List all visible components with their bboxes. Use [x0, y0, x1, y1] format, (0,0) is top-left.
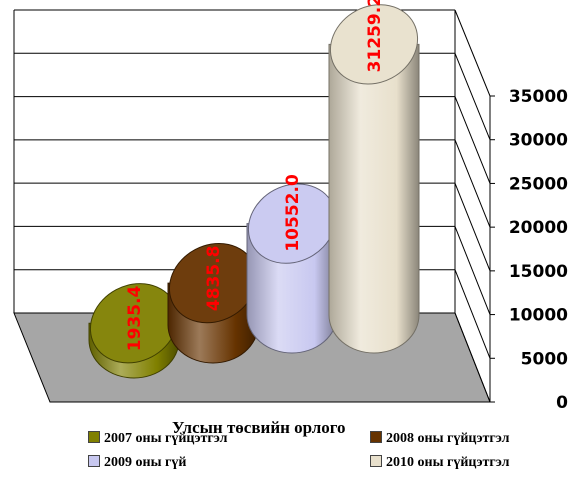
data-label-2008: 4835.8 [204, 246, 224, 312]
legend-swatch-2007 [88, 431, 100, 443]
legend-swatch-2010 [370, 455, 382, 467]
data-label-2009: 10552.0 [283, 174, 303, 252]
legend-label-2008: 2008 оны гүйцэтгэл [386, 431, 510, 446]
y-tick-label: 0 [556, 393, 568, 413]
bar-2010 [328, 4, 420, 354]
bar-2008 [167, 242, 259, 364]
bar-body [328, 43, 420, 354]
side-gridline [454, 96, 491, 184]
legend-label-2009: 2009 оны гүй [104, 455, 187, 470]
side-gridline [454, 312, 491, 403]
data-label-2010: 31259.2 [365, 0, 385, 72]
legend-swatch-2009 [88, 455, 100, 467]
legend-label-2007: 2007 оны гүйцэтгэл [104, 431, 228, 446]
side-gridline [454, 53, 491, 140]
bar-2007 [88, 283, 180, 379]
side-gridline [454, 9, 491, 97]
side-gridline [454, 139, 491, 228]
legend-item-2007: 2007 оны гүйцэтгэл [88, 431, 227, 447]
y-tick-label: 15000 [509, 262, 568, 282]
bar-top [329, 4, 419, 85]
y-tick-label: 30000 [509, 131, 568, 151]
y-tick-label: 20000 [509, 218, 568, 238]
legend-item-2008: 2008 оны гүйцэтгэл [370, 431, 509, 447]
legend-label-2010: 2010 оны гүйцэтгэл [386, 455, 510, 470]
bar-2009 [246, 183, 338, 354]
side-gridline [454, 226, 491, 315]
data-label-2007: 1935.4 [125, 285, 145, 351]
x-axis-label: Улсын төсвийн орлого [172, 418, 346, 437]
legend-swatch-2008 [370, 431, 382, 443]
y-tick-label: 5000 [521, 349, 568, 369]
side-gridline [454, 182, 491, 272]
y-tick-label: 35000 [509, 87, 568, 107]
y-tick-label: 10000 [509, 306, 568, 326]
legend-item-2009: 2009 оны гүй [88, 455, 186, 471]
y-tick-label: 25000 [509, 174, 568, 194]
side-gridline [454, 269, 491, 359]
legend-item-2010: 2010 оны гүйцэтгэл [370, 455, 509, 471]
